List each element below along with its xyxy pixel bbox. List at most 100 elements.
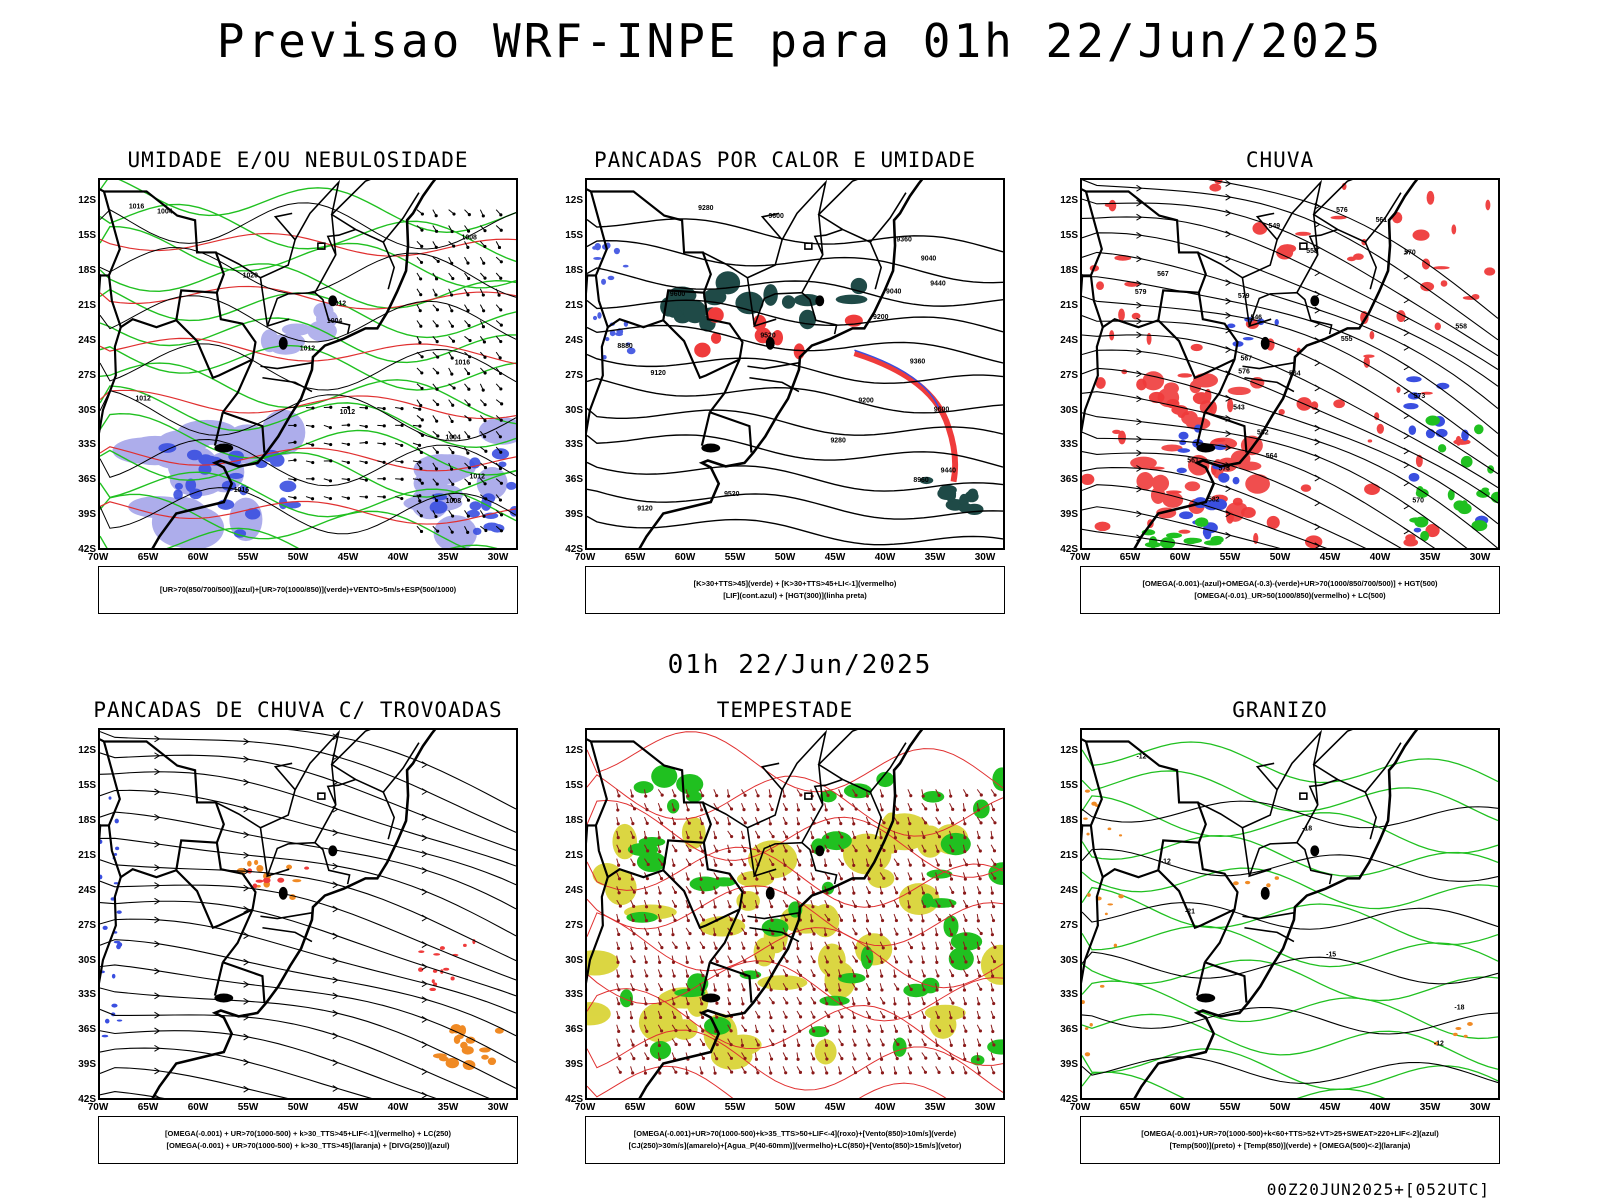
map-canvas: 1016 1012 1012 1016 1020 1016 1012 1008 1012 1004…	[100, 180, 516, 548]
contour-label: 1016	[129, 203, 145, 210]
lat-tick-label: 36S	[78, 474, 96, 486]
lon-tick-label: 30W	[487, 552, 509, 563]
lon-tick-label: 40W	[874, 552, 896, 563]
legend-line-2: [LIF](cont.azul) + [HGT(300)](linha pret…	[723, 591, 867, 600]
lon-tick-label: 55W	[237, 552, 259, 563]
lat-tick-label: 33S	[78, 439, 96, 451]
lat-tick-label: 42S	[78, 1094, 96, 1105]
contour-label: 9120	[637, 506, 653, 513]
panel-title: TEMPESTADE	[716, 698, 854, 722]
state-border	[801, 228, 883, 294]
temp-850-contours	[1082, 741, 1498, 1098]
lat-tick-label: 12S	[78, 195, 96, 207]
lon-tick-label: 40W	[1369, 552, 1391, 563]
lat-tick-label: 12S	[1060, 195, 1078, 207]
state-border	[259, 212, 296, 327]
shaded-area	[1082, 789, 1124, 1057]
country-border	[587, 876, 609, 984]
map-canvas: -12 -12 -15 -12 -18 -21 -18	[1082, 730, 1498, 1098]
coastline	[587, 180, 924, 548]
federal-district	[317, 792, 326, 800]
contour-label: 1008	[446, 498, 462, 505]
lon-tick-label: 30W	[974, 1102, 996, 1113]
map-frame	[98, 728, 518, 1100]
contour-label: 9520	[724, 491, 740, 498]
lat-tick-label: 27S	[1060, 369, 1078, 381]
lake-marker	[214, 443, 234, 453]
lake-marker	[1196, 443, 1216, 453]
lat-tick-label: 24S	[78, 334, 96, 346]
lat-tick-label: 39S	[78, 1059, 96, 1071]
country-border	[100, 326, 122, 434]
contour-label: 9520	[760, 332, 776, 339]
lon-tick-label: 50W	[287, 1102, 309, 1113]
lon-tick-label: 70W	[574, 552, 596, 563]
lon-tick-label: 45W	[824, 552, 846, 563]
contour-label: 543	[1233, 405, 1245, 412]
contour-label: 564	[1289, 370, 1301, 377]
lat-tick-label: 27S	[565, 369, 583, 381]
state-border	[1248, 291, 1333, 335]
map-canvas	[587, 730, 1003, 1098]
lat-tick-label: 24S	[78, 884, 96, 896]
lon-tick-label: 55W	[724, 1102, 746, 1113]
lon-tick-label: 65W	[137, 1102, 159, 1113]
lon-tick-label: 45W	[337, 1102, 359, 1113]
lon-tick-label: 50W	[1269, 1102, 1291, 1113]
contour-label: 555	[1341, 336, 1353, 343]
lon-tick-label: 55W	[1219, 552, 1241, 563]
state-border	[330, 730, 371, 781]
map-canvas: 5765795735705675645615585555525495465435…	[1082, 180, 1498, 548]
contour-label: 9600	[934, 406, 950, 413]
federal-district	[317, 242, 326, 250]
contour-label: 1004	[157, 209, 173, 216]
lat-tick-label: 18S	[565, 815, 583, 826]
panel-legend: [OMEGA(-0.001) + UR>70(1000-500) + k>30_…	[98, 1116, 518, 1164]
lat-tick-label: 15S	[1060, 230, 1078, 242]
south-america-map	[1082, 730, 1419, 1098]
state-border	[382, 192, 420, 243]
contour-label: 1016	[455, 359, 471, 366]
contour-label: 549	[1269, 223, 1281, 230]
shaded-area	[418, 939, 476, 992]
state-border	[1312, 180, 1353, 231]
map-frame: -12 -12 -15 -12 -18 -21 -18	[1080, 728, 1500, 1100]
lat-tick-label: 39S	[565, 509, 583, 521]
country-border	[1082, 738, 1239, 963]
lat-tick-label: 36S	[78, 1024, 96, 1036]
federal-district	[804, 242, 813, 250]
humidity-contours	[100, 180, 516, 548]
contour-label: 9200	[858, 398, 874, 405]
contour-label: -15	[1326, 952, 1336, 959]
country-border	[1157, 839, 1236, 930]
country-border	[709, 411, 753, 453]
lon-tick-label: 35W	[924, 552, 946, 563]
state-border	[747, 362, 800, 370]
lon-tick-label: 30W	[487, 1102, 509, 1113]
country-border	[587, 188, 744, 413]
lon-tick-label: 55W	[724, 552, 746, 563]
lat-tick-label: 39S	[1060, 1059, 1078, 1071]
lat-tick-label: 21S	[1060, 849, 1078, 861]
state-border	[266, 841, 351, 885]
map-frame: 9600 9600 9600 9520 9440 9360 9440 9360 9520 9280…	[585, 178, 1005, 550]
contour-label: 1016	[234, 487, 250, 494]
country-border	[102, 741, 177, 879]
reservoir-marker	[328, 845, 338, 857]
lat-tick-label: 18S	[565, 265, 583, 276]
lat-tick-label: 21S	[1060, 299, 1078, 311]
reservoir-marker	[278, 886, 288, 900]
lat-tick-label: 42S	[565, 1094, 583, 1105]
contour-label: 1020	[243, 272, 259, 279]
lon-tick-label: 35W	[437, 1102, 459, 1113]
contour-label: 558	[1455, 323, 1467, 330]
wind-vectors	[416, 209, 504, 534]
lake-marker	[1196, 993, 1216, 1003]
lat-tick-label: 12S	[1060, 745, 1078, 757]
lat-tick-label: 33S	[78, 989, 96, 1001]
state-border	[747, 912, 800, 920]
contour-label: 9440	[941, 468, 957, 475]
lat-tick-label: 27S	[1060, 919, 1078, 931]
panel-title: CHUVA	[1245, 148, 1315, 172]
lon-tick-label: 50W	[287, 552, 309, 563]
